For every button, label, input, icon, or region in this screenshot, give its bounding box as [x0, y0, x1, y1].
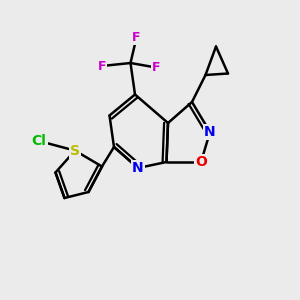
Text: F: F	[98, 59, 106, 73]
Text: N: N	[204, 125, 216, 139]
Text: N: N	[132, 161, 144, 175]
Text: S: S	[70, 144, 80, 158]
Text: F: F	[152, 61, 160, 74]
Text: Cl: Cl	[32, 134, 46, 148]
Text: F: F	[132, 31, 141, 44]
Text: O: O	[195, 155, 207, 169]
